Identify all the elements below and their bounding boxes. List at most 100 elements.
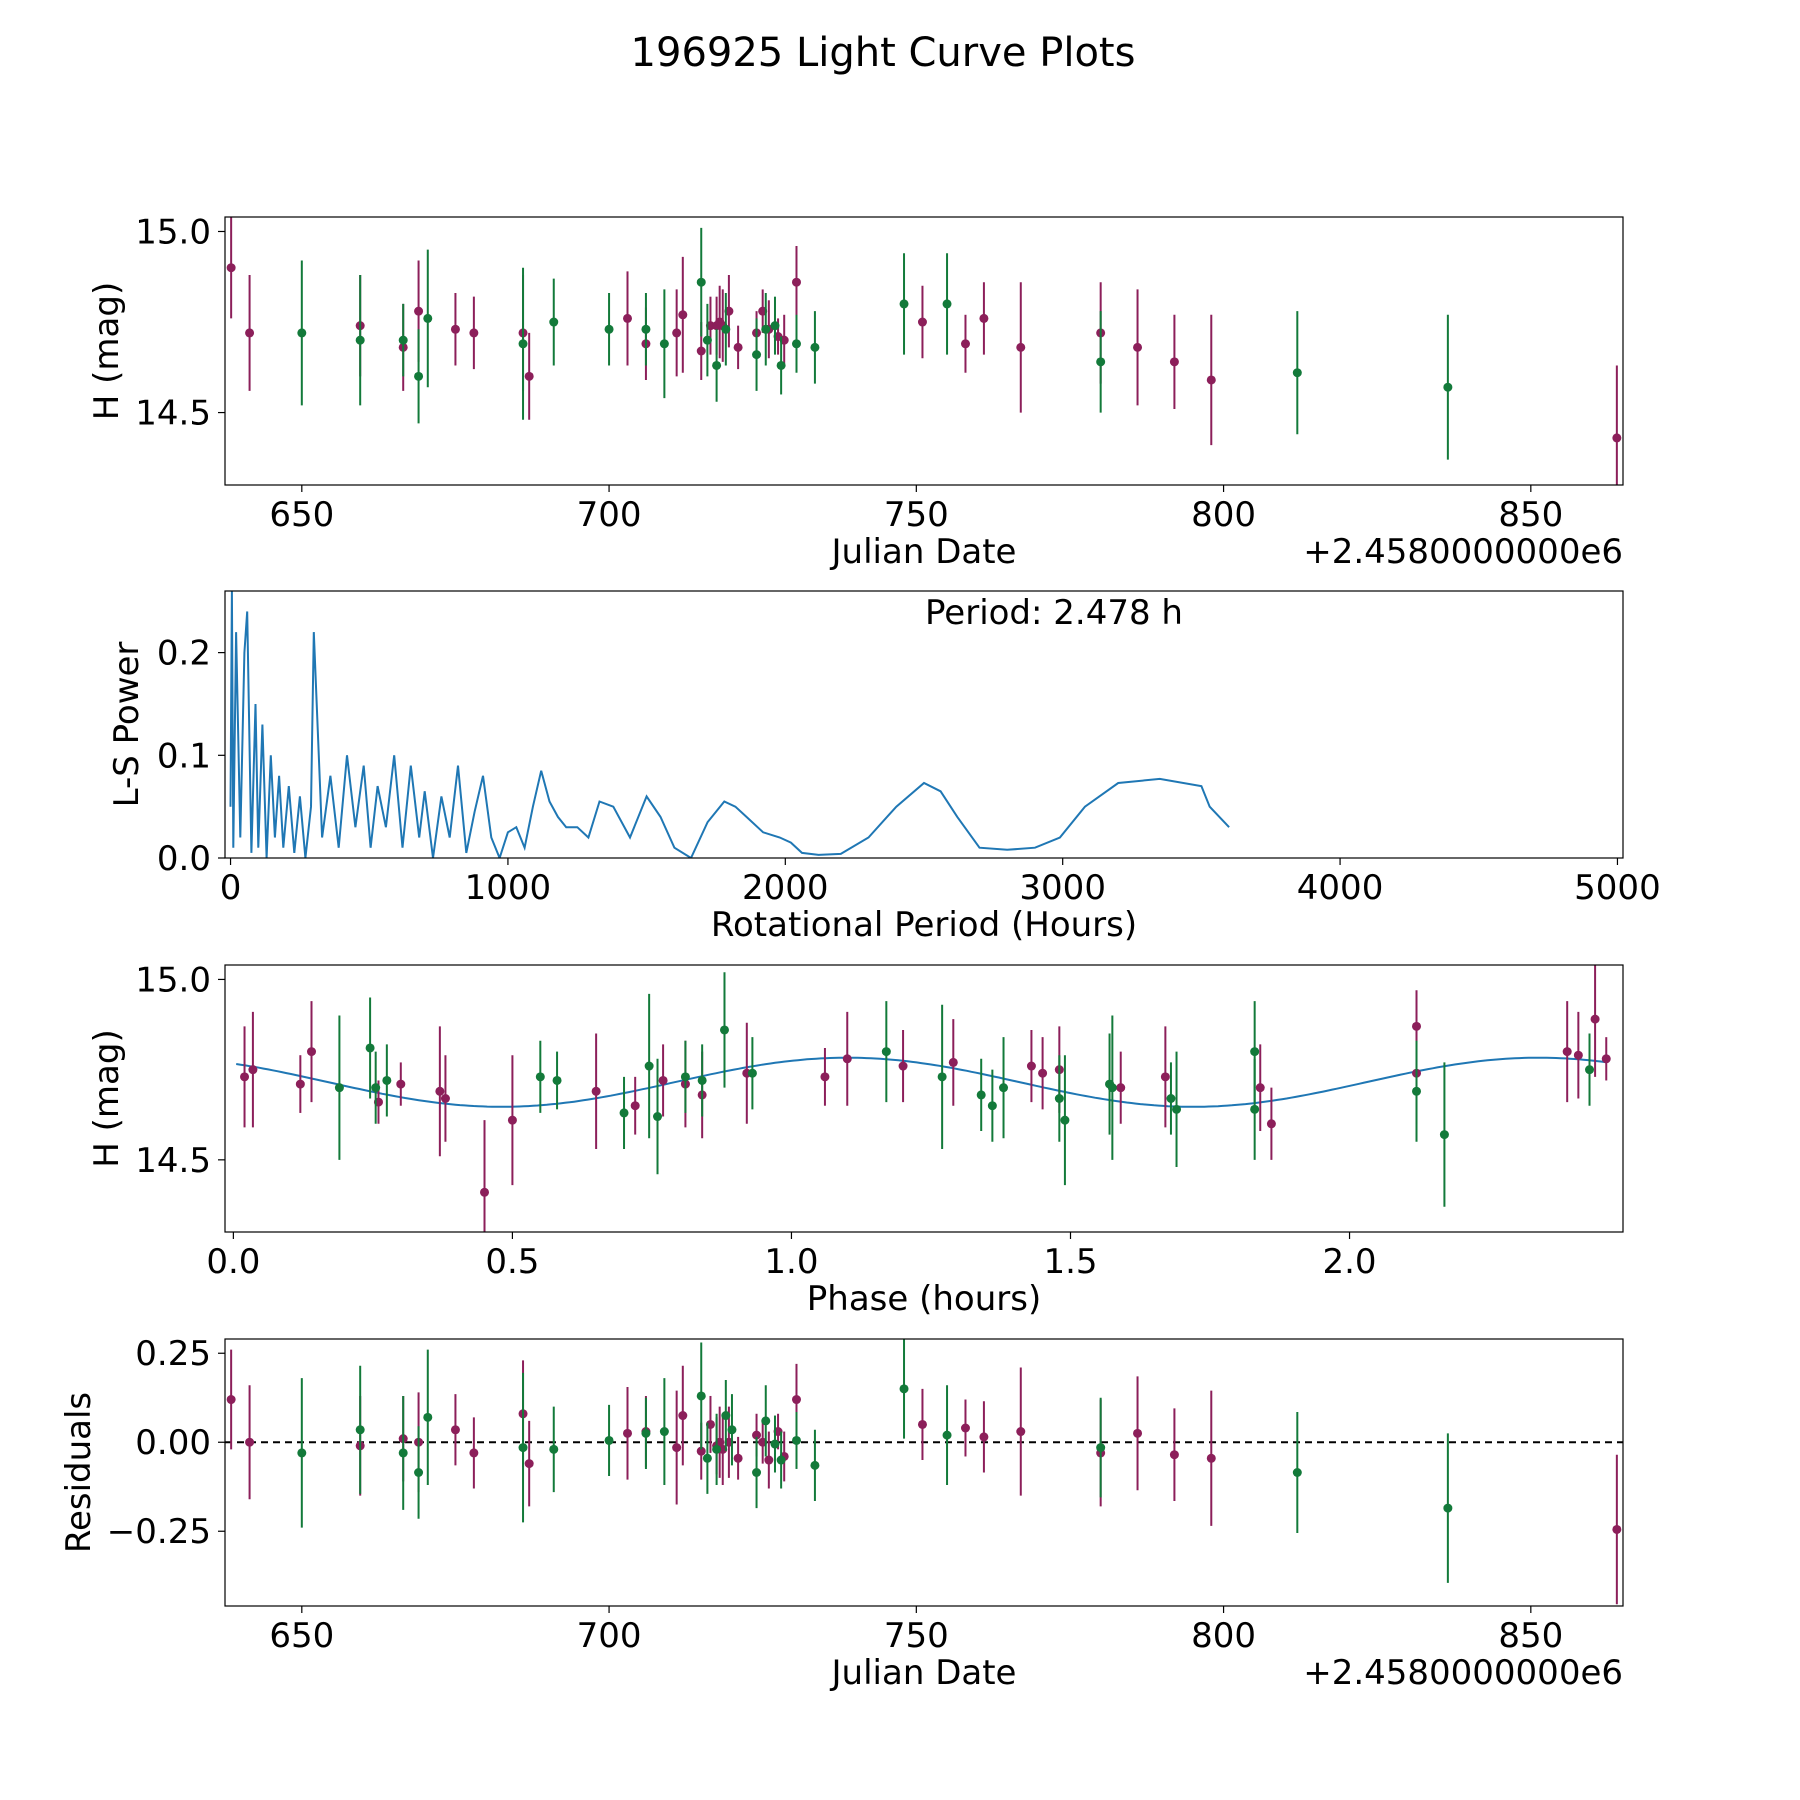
axes-frame (224, 216, 1624, 486)
plot-area-periodogram (229, 591, 1230, 858)
y-tick-label: 15.0 (135, 960, 211, 1000)
data-point (507, 1115, 517, 1125)
y-axis-label: H (mag) (87, 282, 127, 420)
periodogram-line (229, 591, 1230, 858)
data-point (979, 313, 989, 323)
x-tick-label: 750 (884, 495, 949, 535)
x-tick-label: 1.5 (1043, 1242, 1097, 1282)
data-point (881, 1047, 891, 1057)
data-point (810, 1460, 820, 1470)
data-point (1590, 1014, 1600, 1024)
data-point (696, 1446, 706, 1456)
data-point (630, 1101, 640, 1111)
data-point (842, 1054, 852, 1064)
data-point (414, 1468, 424, 1477)
data-point (552, 1075, 562, 1085)
data-point (770, 321, 780, 331)
data-point (1016, 1427, 1026, 1437)
panel-residuals: 650 700 750 800 850 0.25 0.00 −0.25 Julian Date R… (59, 1334, 1624, 1693)
data-point (1169, 1450, 1179, 1460)
data-point (382, 1075, 392, 1085)
data-point (752, 350, 762, 360)
data-point (653, 1112, 663, 1122)
series-filter-b (297, 1339, 1453, 1583)
data-point (1585, 1065, 1595, 1075)
data-point (469, 328, 479, 338)
data-point (1166, 1094, 1176, 1103)
data-point (1562, 1047, 1572, 1057)
data-point (721, 1411, 731, 1421)
data-point (240, 1072, 250, 1082)
plot-area-phased (236, 965, 1611, 1232)
data-point (619, 1108, 629, 1118)
data-point (591, 1086, 601, 1096)
data-point (641, 1428, 651, 1438)
data-point (1026, 1061, 1036, 1071)
data-point (469, 1448, 479, 1458)
data-point (423, 1412, 433, 1422)
data-point (355, 335, 365, 345)
data-point (1292, 1468, 1302, 1477)
x-axis-label: Rotational Period (Hours) (711, 905, 1137, 945)
y-tick-label: 14.5 (135, 394, 211, 434)
x-tick-label: 2000 (742, 868, 829, 908)
data-point (678, 310, 688, 320)
data-point (435, 1086, 445, 1096)
axes-frame (224, 1338, 1624, 1607)
data-point (365, 1043, 375, 1053)
data-point (1612, 1524, 1622, 1534)
data-point (440, 1094, 450, 1103)
x-tick-label: 700 (577, 495, 642, 535)
data-point (733, 1453, 743, 1463)
data-point (396, 1079, 406, 1089)
data-point (1096, 357, 1106, 367)
data-point (712, 360, 722, 370)
data-point (820, 1072, 830, 1082)
data-point (659, 339, 669, 349)
x-tick-label: 2.0 (1322, 1242, 1376, 1282)
data-point (450, 324, 460, 334)
data-point (960, 339, 970, 349)
data-point (752, 1468, 762, 1477)
data-point (702, 335, 712, 345)
x-tick-label: 0 (220, 868, 242, 908)
data-point (917, 317, 927, 327)
data-point (761, 324, 771, 334)
data-point (245, 328, 255, 338)
data-point (307, 1047, 317, 1057)
data-point (1612, 433, 1622, 443)
data-point (747, 1068, 757, 1078)
period-annotation: Period: 2.478 h (925, 593, 1183, 633)
x-tick-label: 700 (577, 1616, 642, 1656)
data-point (297, 328, 307, 338)
data-point (371, 1083, 381, 1093)
series-filter-b (334, 972, 1595, 1207)
data-point (524, 1459, 534, 1469)
y-tick-label: 14.5 (135, 1141, 211, 1181)
data-point (245, 1437, 255, 1447)
data-point (1266, 1119, 1276, 1129)
data-point (1107, 1083, 1117, 1093)
data-point (248, 1065, 258, 1075)
y-axis-label: Residuals (59, 1392, 99, 1553)
y-tick-label: 15.0 (135, 212, 211, 252)
axes-frame (224, 964, 1624, 1233)
data-point (727, 1425, 737, 1435)
data-point (414, 306, 424, 316)
data-point (297, 1448, 307, 1458)
series-filter-b (297, 227, 1453, 460)
data-point (1573, 1050, 1583, 1060)
data-point (770, 1439, 780, 1449)
data-point (721, 324, 731, 334)
x-tick-label: 850 (1498, 1616, 1563, 1656)
data-point (696, 346, 706, 356)
data-point (659, 1427, 669, 1437)
panel-phased: 0.0 0.5 1.0 1.5 2.0 15.0 14.5 Phase (hours) H (m… (87, 960, 1624, 1319)
data-point (1169, 357, 1179, 367)
data-point (1439, 1130, 1449, 1140)
x-axis-label: Phase (hours) (807, 1279, 1041, 1319)
data-point (1016, 342, 1026, 352)
panel-periodogram: 0 1000 2000 3000 4000 5000 0.0 0.1 0.2 Rotational… (107, 590, 1661, 945)
data-point (1206, 375, 1216, 385)
